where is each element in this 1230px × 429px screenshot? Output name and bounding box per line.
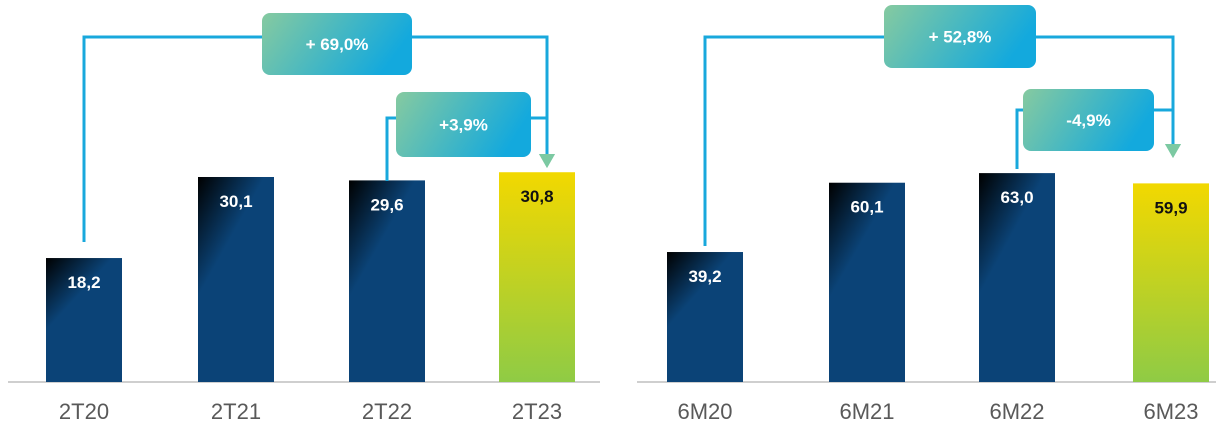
category-label: 6M23	[1143, 399, 1198, 424]
bar-2T22	[349, 180, 425, 382]
data-label: 59,9	[1154, 198, 1187, 217]
bar-6M20	[667, 252, 743, 382]
change-badge	[262, 13, 412, 75]
category-label: 6M20	[677, 399, 732, 424]
bar-6M21	[829, 182, 905, 382]
chart-half-year: 39,2 6M20 60,1 6M21 63,0 6M22 59,9 6M23 + 52,8% -…	[637, 5, 1216, 424]
category-label: 6M22	[989, 399, 1044, 424]
change-badge	[884, 5, 1036, 68]
arrow-head-icon	[539, 154, 555, 168]
change-badge	[396, 92, 531, 157]
change-label: + 69,0%	[306, 35, 369, 54]
bar-2T21	[198, 176, 274, 382]
data-label: 60,1	[850, 198, 883, 217]
data-label: 39,2	[688, 267, 721, 286]
change-badge	[1023, 89, 1154, 151]
chart-quarterly: 18,2 2T20 30,1 2T21 29,6 2T22 30,8 2T23 + 69,0% +…	[8, 13, 600, 424]
bar-6M22	[979, 173, 1055, 382]
category-label: 2T23	[512, 399, 562, 424]
category-label: 2T21	[211, 399, 261, 424]
category-label: 2T20	[59, 399, 109, 424]
data-label: 63,0	[1000, 188, 1033, 207]
data-label: 30,1	[219, 192, 252, 211]
data-label: 29,6	[370, 195, 403, 214]
data-label: 18,2	[67, 273, 100, 292]
arrow-head-icon	[1165, 144, 1181, 158]
change-label: -4,9%	[1066, 111, 1110, 130]
data-label: 30,8	[520, 187, 553, 206]
change-label: + 52,8%	[929, 28, 992, 47]
bar-2T20	[46, 258, 122, 382]
bar-6M23	[1133, 183, 1209, 382]
change-label: +3,9%	[439, 116, 488, 135]
category-label: 6M21	[839, 399, 894, 424]
category-label: 2T22	[362, 399, 412, 424]
bar-2T23	[499, 172, 575, 382]
